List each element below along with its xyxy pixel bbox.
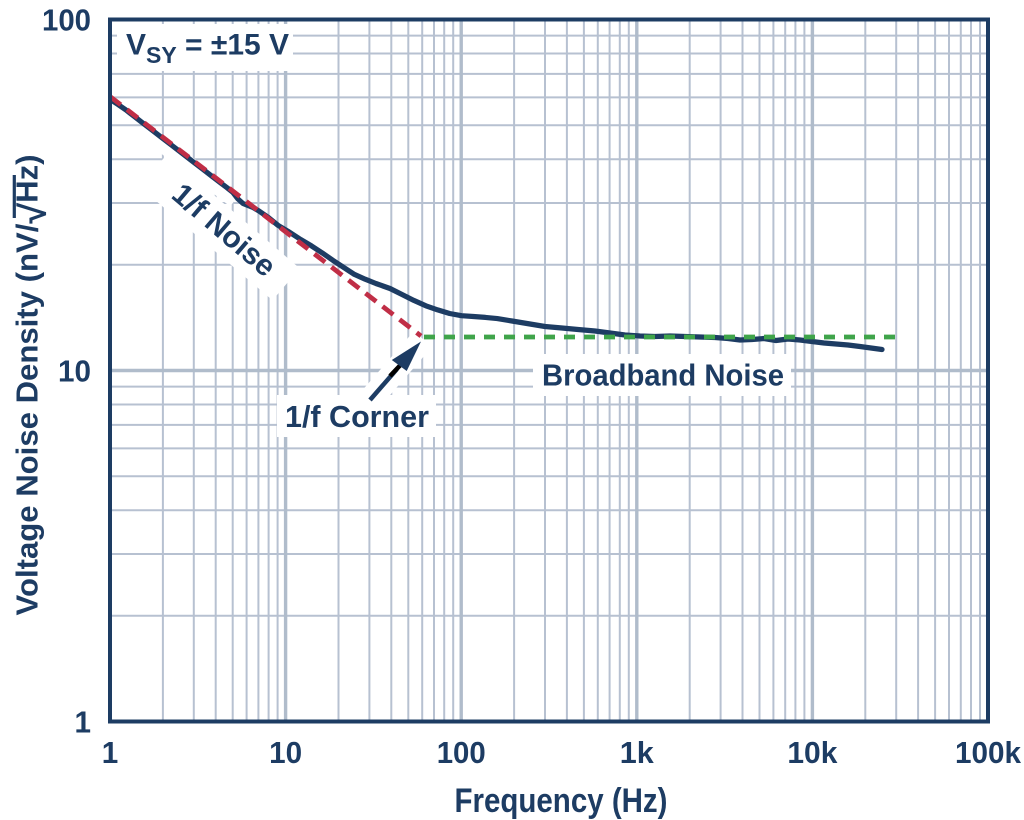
svg-text:100: 100 (437, 736, 486, 770)
svg-text:10: 10 (58, 355, 91, 389)
svg-text:1: 1 (75, 706, 92, 740)
svg-text:100: 100 (42, 4, 91, 38)
svg-text:1: 1 (102, 736, 119, 770)
svg-text:1/f Corner: 1/f Corner (285, 400, 429, 434)
svg-text:10: 10 (269, 736, 302, 770)
svg-text:100k: 100k (955, 736, 1021, 770)
svg-text:10k: 10k (787, 736, 837, 770)
svg-text:Broadband Noise: Broadband Noise (542, 359, 784, 393)
svg-text:Frequency (Hz): Frequency (Hz) (455, 782, 668, 820)
svg-text:1k: 1k (620, 736, 654, 770)
